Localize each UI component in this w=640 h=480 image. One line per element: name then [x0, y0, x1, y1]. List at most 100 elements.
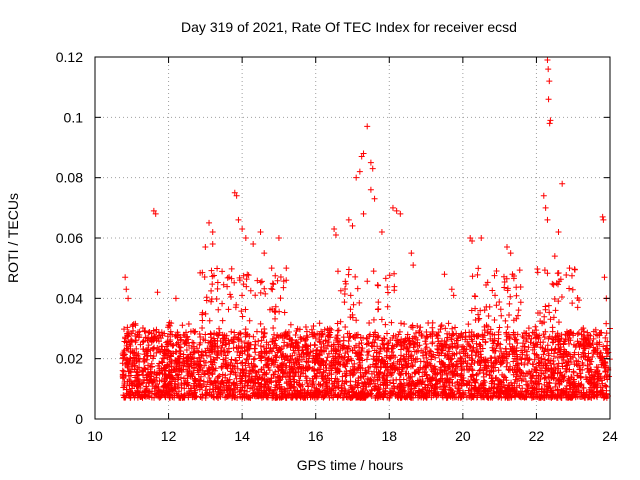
data-point	[591, 348, 598, 355]
data-point	[182, 337, 189, 344]
data-point	[187, 373, 194, 380]
data-point	[593, 331, 600, 338]
data-point	[134, 366, 141, 373]
data-point	[216, 386, 223, 393]
data-point	[554, 363, 561, 370]
data-point	[334, 320, 341, 327]
data-point	[458, 367, 465, 374]
data-point	[523, 391, 530, 398]
data-point	[183, 355, 190, 362]
data-point	[264, 356, 271, 363]
data-point	[474, 271, 481, 278]
data-point	[450, 292, 457, 299]
data-point	[466, 354, 473, 361]
data-point	[458, 344, 465, 351]
data-point	[498, 312, 505, 319]
data-point	[594, 388, 601, 395]
data-point	[542, 204, 549, 211]
data-point	[396, 357, 403, 364]
data-point	[325, 339, 332, 346]
data-point	[531, 356, 538, 363]
data-point	[579, 349, 586, 356]
data-point	[202, 310, 209, 317]
data-point	[135, 388, 142, 395]
data-point	[384, 303, 391, 310]
data-point	[484, 357, 491, 364]
data-point	[231, 189, 238, 196]
data-point	[551, 253, 558, 260]
data-point	[130, 354, 137, 361]
data-point	[183, 346, 190, 353]
data-point	[343, 368, 350, 375]
data-point	[521, 361, 528, 368]
data-point	[269, 390, 276, 397]
data-point	[219, 371, 226, 378]
data-point	[176, 365, 183, 372]
data-point	[340, 334, 347, 341]
data-point	[161, 355, 168, 362]
data-point	[517, 299, 524, 306]
data-point	[228, 356, 235, 363]
data-point	[465, 321, 472, 328]
data-point	[123, 286, 130, 293]
data-point	[279, 368, 286, 375]
data-point	[430, 351, 437, 358]
data-point	[528, 368, 535, 375]
data-point	[576, 362, 583, 369]
data-point	[545, 96, 552, 103]
data-point	[272, 272, 279, 279]
data-point	[131, 357, 138, 364]
data-point	[367, 159, 374, 166]
data-point	[278, 385, 285, 392]
data-point	[428, 356, 435, 363]
data-point	[487, 368, 494, 375]
data-point	[493, 268, 500, 275]
data-point	[544, 388, 551, 395]
data-point	[435, 338, 442, 345]
data-point	[129, 323, 136, 330]
data-point	[555, 281, 562, 288]
data-point	[496, 299, 503, 306]
data-point	[288, 366, 295, 373]
data-point	[601, 274, 608, 281]
data-point	[375, 299, 382, 306]
data-point	[469, 371, 476, 378]
data-point	[163, 339, 170, 346]
data-point	[287, 336, 294, 343]
data-point	[415, 369, 422, 376]
data-point	[542, 346, 549, 353]
data-point	[600, 343, 607, 350]
data-point	[283, 265, 290, 272]
data-point	[391, 287, 398, 294]
data-point	[258, 357, 265, 364]
data-point	[147, 352, 154, 359]
data-point	[484, 279, 491, 286]
data-point	[296, 392, 303, 399]
data-point	[408, 352, 415, 359]
data-point	[243, 356, 250, 363]
data-point	[370, 268, 377, 275]
data-point	[310, 323, 317, 330]
data-point	[444, 353, 451, 360]
data-point	[264, 362, 271, 369]
data-point	[387, 388, 394, 395]
data-point	[196, 366, 203, 373]
data-point	[454, 371, 461, 378]
data-point	[342, 285, 349, 292]
data-point	[499, 352, 506, 359]
data-point	[382, 321, 389, 328]
data-point	[442, 387, 449, 394]
data-point	[200, 336, 207, 343]
data-point	[603, 342, 610, 349]
data-point	[529, 329, 536, 336]
data-point	[310, 379, 317, 386]
data-point	[560, 356, 567, 363]
data-point	[547, 394, 554, 401]
data-point	[240, 281, 247, 288]
data-point	[286, 390, 293, 397]
data-point	[176, 347, 183, 354]
data-point	[533, 327, 540, 334]
data-point	[497, 359, 504, 366]
data-point	[324, 342, 331, 349]
data-point	[244, 271, 251, 278]
